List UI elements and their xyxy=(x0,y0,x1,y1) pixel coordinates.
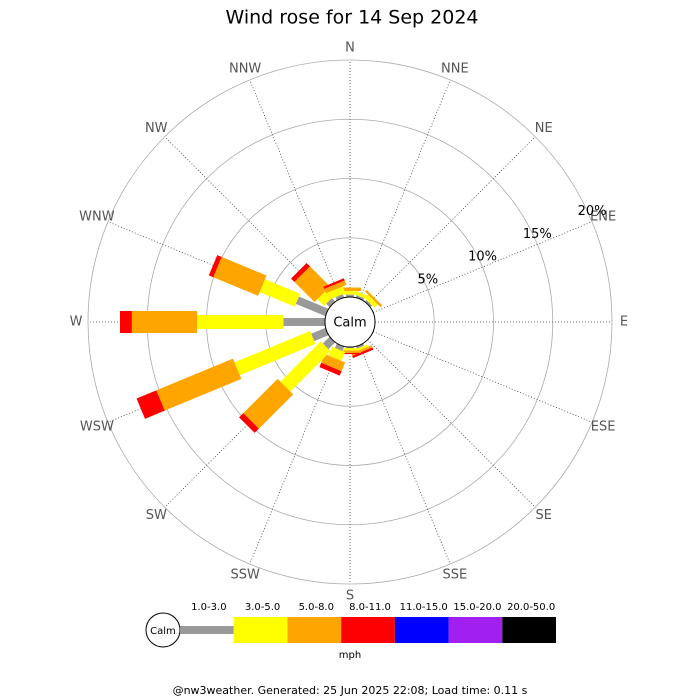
legend-swatch xyxy=(394,617,449,643)
direction-label: SSE xyxy=(442,568,467,583)
wind-bar xyxy=(355,343,365,349)
wind-bar xyxy=(346,347,354,349)
direction-label: S xyxy=(346,589,354,604)
wind-bar xyxy=(352,347,374,359)
ring-label: 10% xyxy=(468,250,497,265)
wind-bar xyxy=(321,354,346,372)
legend-swatch xyxy=(287,617,342,643)
legend-swatch xyxy=(502,617,556,643)
wind-bar xyxy=(208,255,222,278)
wind-bar xyxy=(319,362,342,376)
spoke xyxy=(367,136,536,305)
legend-label: 5.0-8.0 xyxy=(299,602,334,613)
spoke xyxy=(367,339,536,508)
wind-bar xyxy=(291,263,310,282)
legend-label: 20.0-50.0 xyxy=(507,602,555,613)
spoke xyxy=(372,331,593,423)
wind-bar xyxy=(243,378,294,429)
direction-label: ENE xyxy=(590,210,616,225)
wind-bar xyxy=(326,298,336,308)
wind-bar xyxy=(131,311,198,333)
wind-bar xyxy=(355,295,365,301)
wind-bar xyxy=(280,341,331,392)
wind-bar xyxy=(283,318,325,326)
direction-label: NE xyxy=(535,121,553,136)
wind-bar xyxy=(354,344,368,353)
wind-bar xyxy=(343,291,357,295)
direction-label: WSW xyxy=(80,419,114,434)
direction-label: NNE xyxy=(441,61,469,76)
direction-label: SSW xyxy=(230,568,260,583)
legend-label: 15.0-20.0 xyxy=(453,602,501,613)
wind-bar xyxy=(317,289,334,306)
wind-bar xyxy=(364,294,378,308)
wind-bar xyxy=(339,287,361,292)
direction-label: NW xyxy=(145,121,168,136)
legend-swatch xyxy=(341,617,395,643)
direction-label: W xyxy=(70,315,83,330)
legend-label: 8.0-11.0 xyxy=(349,602,391,613)
unit-label: mph xyxy=(339,650,361,661)
wind-bar xyxy=(354,290,369,300)
wind-bar xyxy=(364,289,383,308)
wind-bar xyxy=(328,346,346,361)
direction-label: E xyxy=(620,315,628,330)
wind-bar xyxy=(334,343,345,352)
wind-bar xyxy=(364,299,373,308)
spoke xyxy=(372,221,593,313)
wind-bar xyxy=(156,358,242,411)
spoke xyxy=(249,79,341,300)
wind-bar xyxy=(311,327,329,342)
direction-label: WNW xyxy=(79,210,115,225)
grid-ring xyxy=(87,59,613,585)
footer: @nw3weather. Generated: 25 Jun 2025 22:0… xyxy=(173,684,528,697)
wind-bar xyxy=(295,296,329,317)
wind-bar xyxy=(346,294,354,297)
legend-swatch xyxy=(448,617,503,643)
direction-label: SW xyxy=(146,508,167,523)
wind-bar xyxy=(343,348,357,351)
direction-label: N xyxy=(345,41,355,56)
wind-bar xyxy=(329,286,346,299)
wind-bar xyxy=(213,256,267,296)
ring-label: 20% xyxy=(578,204,607,219)
ring-label: 5% xyxy=(418,272,439,287)
wind-bar xyxy=(323,278,345,289)
spoke xyxy=(359,79,451,300)
direction-label: NNW xyxy=(229,61,261,76)
wind-bar xyxy=(119,311,132,333)
legend-label: 3.0-5.0 xyxy=(245,602,280,613)
legend-swatch xyxy=(233,617,288,643)
ring-label: 15% xyxy=(523,227,552,242)
wind-bar xyxy=(339,350,361,353)
legend-swatch xyxy=(180,626,234,634)
wind-bar xyxy=(339,352,361,355)
wind-bar xyxy=(239,413,259,433)
wind-bar xyxy=(324,280,347,294)
wind-bar xyxy=(335,294,345,301)
calm-circle xyxy=(324,296,376,348)
calm-label: Calm xyxy=(333,316,366,331)
legend-calm-label: Calm xyxy=(150,626,176,637)
wind-bar xyxy=(259,279,301,307)
spoke xyxy=(249,344,341,565)
direction-label: SE xyxy=(536,508,552,523)
direction-label: ESE xyxy=(591,419,616,434)
chart-title: Wind rose for 14 Sep 2024 xyxy=(225,7,478,29)
legend-label: 11.0-15.0 xyxy=(400,602,448,613)
wind-bar xyxy=(294,266,331,303)
legend-label: 1.0-3.0 xyxy=(191,602,226,613)
spoke xyxy=(359,344,451,565)
wind-bar xyxy=(234,330,316,376)
wind-bar xyxy=(136,390,165,419)
wind-bar xyxy=(197,315,284,329)
